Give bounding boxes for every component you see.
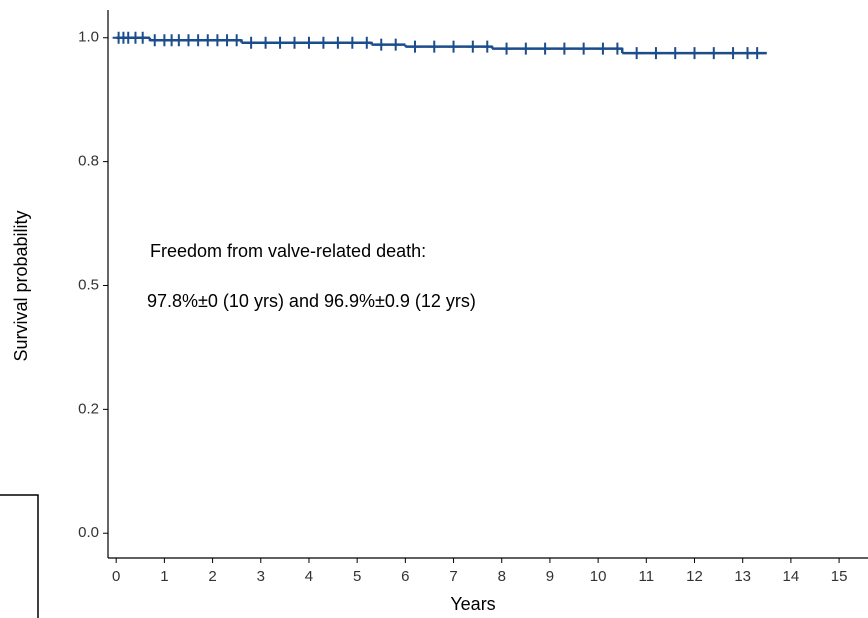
censor-mark [317,36,330,49]
y-tick-label: 0.2 [78,400,99,417]
annotation: 97.8%±0 (10 yrs) and 96.9%±0.9 (12 yrs) [147,291,476,311]
censor-mark [259,36,272,49]
censor-mark [428,40,441,53]
x-tick-label: 13 [734,568,751,585]
censor-mark [707,47,720,60]
censor-mark [596,42,609,55]
censor-mark [389,38,402,51]
x-tick-label: 0 [112,568,120,585]
y-tick-label: 0.5 [78,276,99,293]
x-tick-label: 2 [208,568,216,585]
censor-mark [688,47,701,60]
annotation: Freedom from valve-related death: [150,241,426,261]
x-tick-label: 1 [160,568,168,585]
x-tick-label: 4 [305,568,313,585]
x-tick-label: 7 [449,568,457,585]
censor-mark [519,42,532,55]
censor-mark [245,36,258,49]
x-tick-label: 8 [498,568,506,585]
censor-mark [136,31,149,44]
censor-mark [274,36,287,49]
censor-mark [360,36,373,49]
censor-mark [577,42,590,55]
y-axis-title: Survival probability [11,210,31,361]
censor-mark [288,36,301,49]
censor-mark [331,36,344,49]
censor-mark [466,40,479,53]
censor-mark [230,34,243,47]
y-tick-label: 0.0 [78,524,99,541]
x-tick-label: 6 [401,568,409,585]
frame-fragment [0,494,39,618]
censor-mark [447,40,460,53]
censor-mark [649,47,662,60]
censor-mark [302,36,315,49]
censor-mark [408,40,421,53]
censor-mark [669,47,682,60]
censor-mark [481,40,494,53]
x-tick-label: 11 [639,568,655,585]
censor-mark [727,47,740,60]
x-axis-title: Years [450,594,495,614]
x-tick-label: 3 [257,568,265,585]
y-tick-label: 0.8 [78,153,99,170]
censor-mark [630,47,643,60]
censor-mark [611,42,624,55]
x-tick-label: 5 [353,568,361,585]
x-tick-label: 14 [783,568,800,585]
censor-mark [558,42,571,55]
x-tick-label: 10 [590,568,607,585]
censor-mark [346,36,359,49]
censor-mark [539,42,552,55]
censor-mark [500,42,513,55]
y-tick-label: 1.0 [78,29,99,46]
x-tick-label: 9 [546,568,554,585]
x-tick-label: 12 [686,568,703,585]
censor-mark [751,47,764,60]
censor-mark [375,38,388,51]
x-tick-label: 15 [831,568,848,585]
